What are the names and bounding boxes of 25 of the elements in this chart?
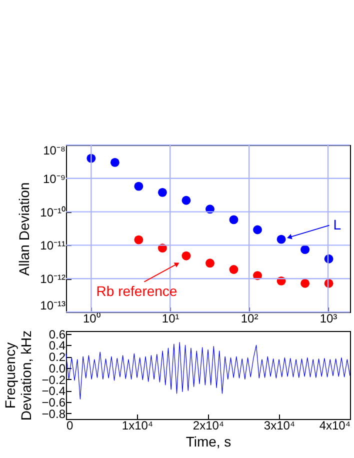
y-tick-label: 10⁻¹² [40,272,66,286]
x-tick-label: 4x10⁴ [319,418,350,432]
y-tick-label: 10⁻¹³ [40,298,66,312]
x-tick-label: 1x10⁴ [122,418,154,432]
x-tick-label: 10⁰ [82,312,100,326]
y-tick-label: −0.2 [42,372,66,387]
x-tick-label: 3x10⁴ [264,418,296,432]
x-tick-label: 10² [240,312,258,326]
y-tick-label: 10⁻¹⁰ [40,205,66,220]
y-tick-label: 0.6 [48,327,66,342]
line-series [66,342,350,400]
x-tick-label: 2x10⁴ [192,418,224,432]
y-axis-title: Frequency Deviation, kHz [2,330,34,421]
y-tick-label: 0.4 [48,338,66,353]
y-tick-label: −0.8 [42,406,66,421]
annotation: Rb reference [96,282,178,299]
x-axis-title: Time, s [186,434,232,450]
y-axis-title: Allan Deviation [16,182,32,276]
x-tick-label: 10³ [320,312,338,326]
x-tick-label: 0 [66,418,74,432]
y-tick-label: 10⁻¹¹ [40,238,66,253]
annotation: L [333,216,342,232]
x-tick-label: 10¹ [162,312,180,326]
y-tick-label: 10⁻⁸ [43,144,66,158]
y-tick-label: 10⁻⁹ [43,172,66,186]
